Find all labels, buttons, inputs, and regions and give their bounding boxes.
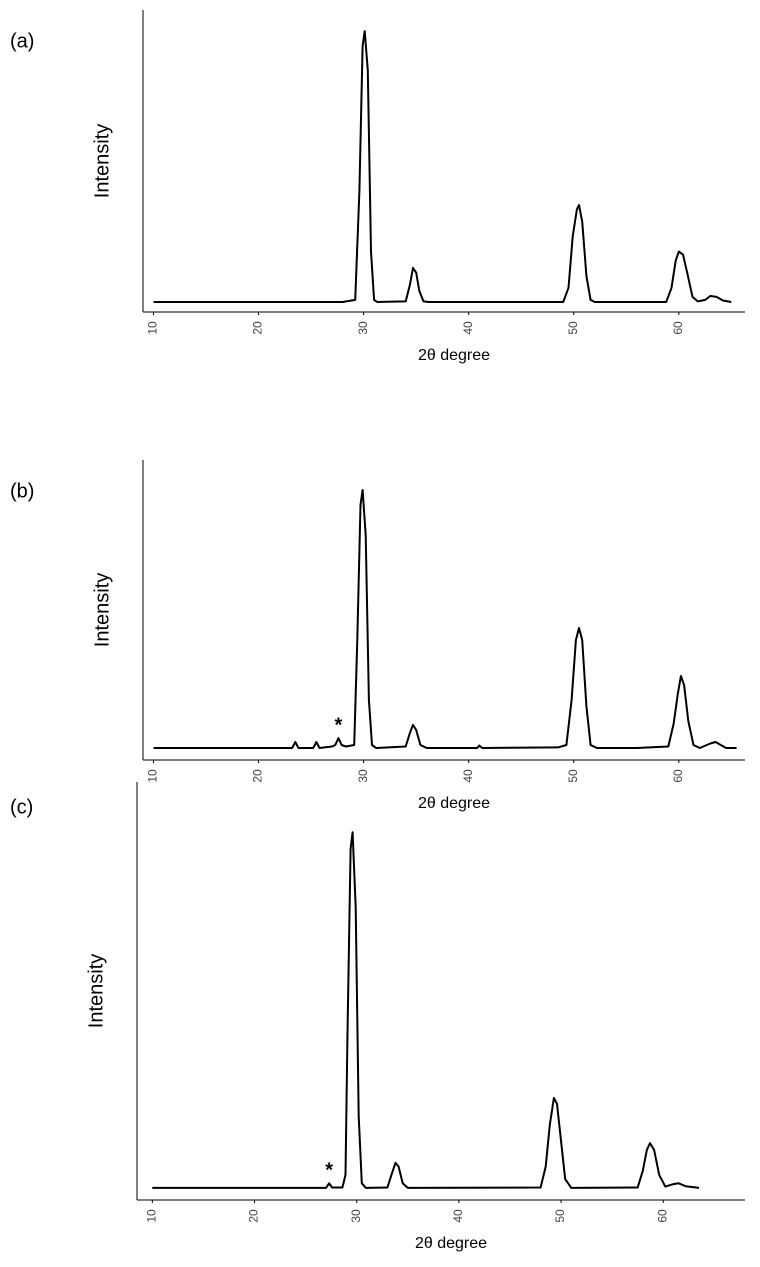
x-tick-label: 10 <box>144 1209 158 1223</box>
y-axis-label: Intensity <box>91 124 113 198</box>
panel-label: (b) <box>10 480 34 502</box>
y-axis-label: Intensity <box>85 954 107 1028</box>
panel-label: (a) <box>10 30 34 52</box>
x-axis-label: 2θ degree <box>418 347 490 364</box>
x-tick-label: 30 <box>356 769 370 783</box>
x-tick-label: 20 <box>247 1209 261 1223</box>
peak-marker: * <box>325 1160 333 1182</box>
x-tick-label: 60 <box>655 1209 669 1223</box>
peak-marker: * <box>335 714 343 736</box>
xrd-pattern <box>153 489 737 749</box>
x-tick-label: 50 <box>566 321 580 335</box>
x-tick-label: 40 <box>461 769 475 783</box>
x-tick-label: 50 <box>566 769 580 783</box>
xrd-pattern <box>153 30 732 303</box>
panel-label: (c) <box>10 796 33 818</box>
y-axis-label: Intensity <box>91 573 113 647</box>
x-tick-label: 10 <box>146 769 160 783</box>
xrd-pattern <box>152 831 700 1189</box>
x-tick-label: 30 <box>349 1209 363 1223</box>
x-tick-label: 20 <box>251 769 265 783</box>
x-tick-label: 40 <box>461 321 475 335</box>
x-tick-label: 60 <box>671 769 685 783</box>
x-axis-label: 2θ degree <box>418 795 490 812</box>
x-tick-label: 30 <box>356 321 370 335</box>
x-tick-label: 60 <box>671 321 685 335</box>
x-tick-label: 50 <box>553 1209 567 1223</box>
x-axis-label: 2θ degree <box>415 1235 487 1252</box>
x-tick-label: 40 <box>451 1209 465 1223</box>
x-tick-label: 20 <box>251 321 265 335</box>
x-tick-label: 10 <box>146 321 160 335</box>
